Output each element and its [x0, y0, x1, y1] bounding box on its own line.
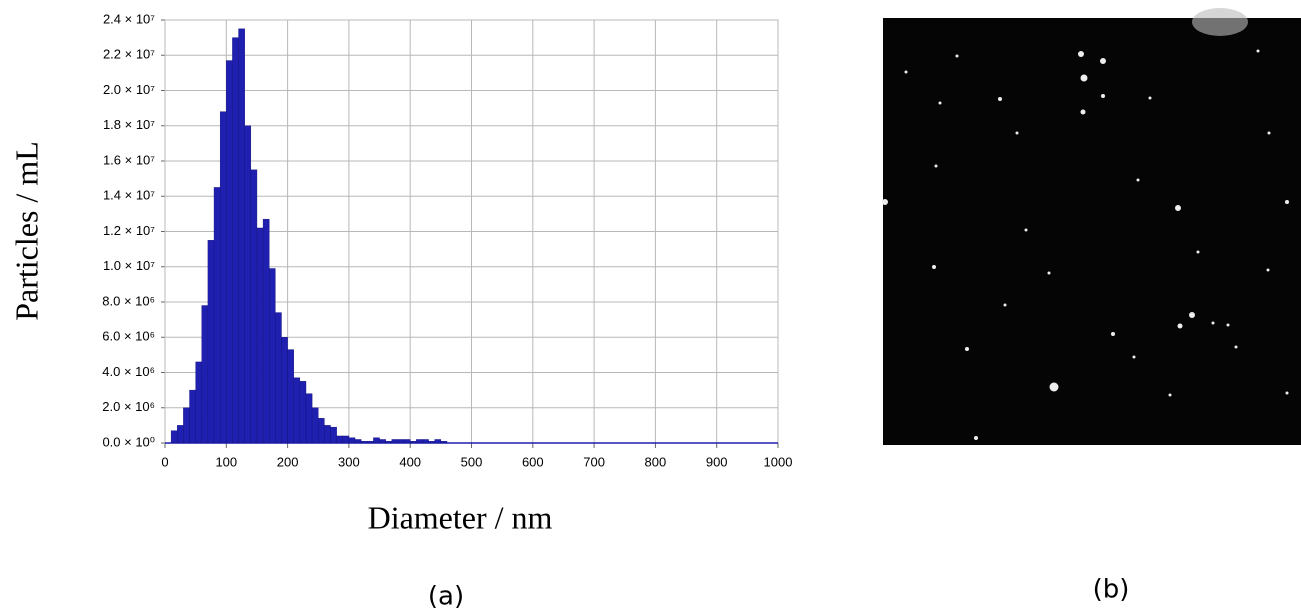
y-tick-label: 1.6 × 10⁷: [103, 152, 155, 167]
bar: [306, 394, 312, 443]
microscopy-image: [882, 8, 1301, 445]
bar: [398, 439, 404, 443]
bar: [386, 441, 392, 443]
bar: [214, 187, 220, 443]
bar: [318, 418, 324, 443]
x-tick-label: 400: [399, 454, 421, 469]
bar: [251, 170, 257, 443]
x-tick-label: 200: [277, 454, 299, 469]
y-tick-label: 2.4 × 10⁷: [103, 11, 155, 26]
bar: [183, 408, 189, 443]
bar: [404, 439, 410, 443]
y-tick-label: 2.0 × 10⁷: [103, 82, 155, 97]
bar: [171, 431, 177, 443]
bar: [300, 381, 306, 443]
bar: [361, 441, 367, 443]
bar: [410, 441, 416, 443]
bar: [429, 441, 435, 443]
bar: [367, 441, 373, 443]
x-tick-label: 900: [706, 454, 728, 469]
bar: [392, 439, 398, 443]
bar: [312, 408, 318, 443]
x-tick-label: 500: [461, 454, 483, 469]
bar: [208, 240, 214, 443]
bar: [422, 439, 428, 443]
bar: [288, 350, 294, 443]
y-tick-label: 1.8 × 10⁷: [103, 117, 155, 132]
x-tick-label: 1000: [764, 454, 793, 469]
bar: [331, 427, 337, 443]
x-axis-label: Diameter / nm: [368, 499, 553, 535]
x-tick-label: 300: [338, 454, 360, 469]
x-tick-label: 800: [645, 454, 667, 469]
bar: [324, 425, 330, 443]
x-tick-label: 100: [215, 454, 237, 469]
x-tick-label: 0: [161, 454, 168, 469]
y-tick-label: 2.0 × 10⁶: [102, 399, 155, 414]
x-tick-label: 600: [522, 454, 544, 469]
y-tick-label: 1.4 × 10⁷: [103, 188, 155, 203]
bar: [373, 438, 379, 443]
y-axis-label: Particles / mL: [8, 141, 44, 321]
bar: [355, 439, 361, 443]
bar: [220, 112, 226, 443]
bar: [281, 337, 287, 443]
y-tick-label: 4.0 × 10⁶: [102, 364, 155, 379]
bar: [380, 439, 386, 443]
bar: [257, 228, 263, 443]
bar: [202, 306, 208, 443]
panel-label: (a): [428, 582, 464, 612]
y-tick-label: 1.0 × 10⁷: [103, 258, 155, 273]
y-tick-label: 2.2 × 10⁷: [103, 47, 155, 62]
bar: [190, 390, 196, 443]
y-tick-label: 1.2 × 10⁷: [103, 223, 155, 238]
bar: [275, 313, 281, 443]
bar: [349, 438, 355, 443]
y-tick-label: 6.0 × 10⁶: [102, 329, 155, 344]
y-tick-label: 8.0 × 10⁶: [102, 293, 155, 308]
figure: Particles / mL Diameter / nm (a) (b) 0.0…: [0, 0, 1301, 613]
bar: [226, 61, 232, 443]
x-tick-label: 700: [583, 454, 605, 469]
panel-label: (b): [1093, 575, 1130, 605]
bar: [239, 29, 245, 443]
bar: [263, 219, 269, 443]
bar: [232, 38, 238, 443]
bar: [441, 441, 447, 443]
bar: [245, 126, 251, 443]
bar: [177, 425, 183, 443]
bar: [269, 269, 275, 443]
bar: [343, 436, 349, 443]
bar: [337, 436, 343, 443]
bar: [196, 362, 202, 443]
y-tick-label: 0.0 × 10⁰: [102, 434, 155, 449]
bar: [435, 439, 441, 443]
bar: [416, 439, 422, 443]
bar: [294, 378, 300, 443]
